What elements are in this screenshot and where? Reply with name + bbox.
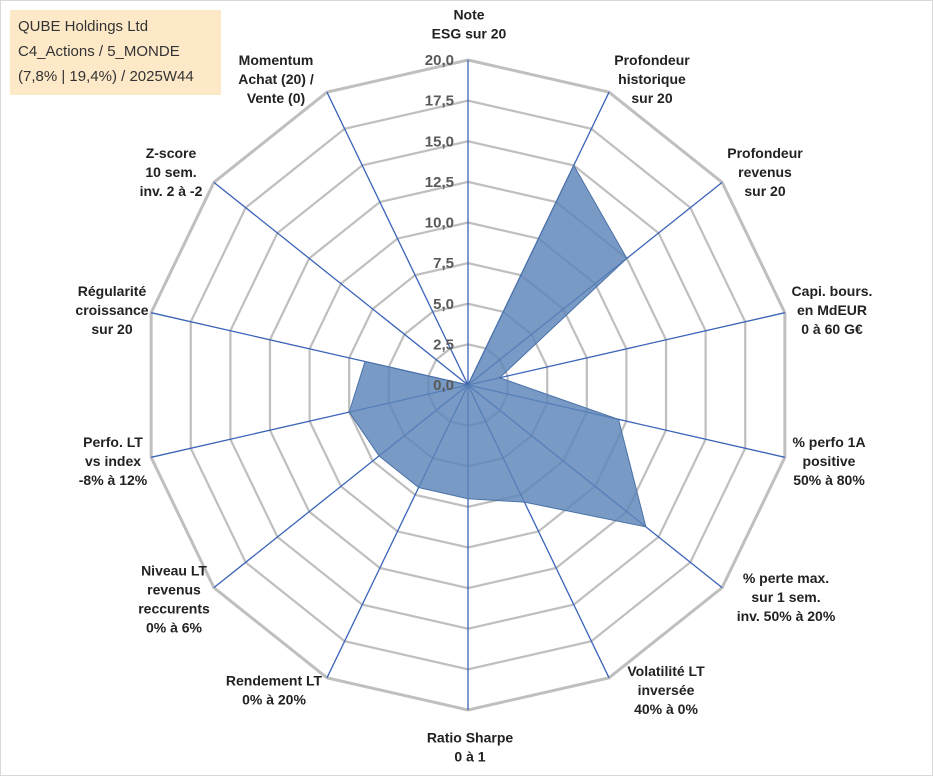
- axis-label-line: 10 sem.: [145, 164, 196, 180]
- axis-label-line: vs index: [85, 453, 141, 469]
- tick-label: 5,0: [433, 296, 454, 313]
- axis-label-line: 0 à 60 G€: [801, 321, 863, 337]
- axis-label-line: sur 20: [631, 90, 672, 106]
- axis-label-line: sur 20: [91, 321, 132, 337]
- tick-label: 15,0: [425, 133, 454, 150]
- axis-label-line: Note: [453, 7, 484, 23]
- axis-label: Volatilité LT inversée 40% à 0%: [627, 663, 705, 717]
- tick-label: 12,5: [425, 174, 454, 191]
- axis-label-line: 0% à 6%: [146, 620, 203, 636]
- axis-label-line: -8% à 12%: [79, 472, 148, 488]
- category-text: C4_Actions / 5_MONDE: [18, 43, 180, 60]
- axis-label-line: Achat (20) /: [238, 71, 314, 87]
- axis-label-layer: Note ESG sur 20 Profondeur historique sur 20…: [75, 7, 872, 765]
- axis-label-line: Niveau LT: [141, 563, 207, 579]
- axis-label: % perfo 1A positive 50% à 80%: [792, 434, 865, 488]
- axis-label: Z-score 10 sem. inv. 2 à -2: [140, 145, 203, 199]
- axis-label: Profondeur historique sur 20: [614, 52, 690, 106]
- axis-label-line: revenus: [738, 164, 792, 180]
- tick-label: 20,0: [425, 52, 454, 69]
- axis-label: Capi. bours. en MdEUR 0 à 60 G€: [792, 283, 873, 337]
- axis-label-line: Profondeur: [727, 145, 803, 161]
- axis-label-line: revenus: [147, 582, 201, 598]
- axis-label: Ratio Sharpe 0 à 1: [427, 730, 514, 765]
- axis-label-line: 40% à 0%: [634, 701, 698, 717]
- axis-label-line: Volatilité LT: [627, 663, 705, 679]
- axis-label-line: Z-score: [146, 145, 197, 161]
- tick-label: 17,5: [425, 93, 454, 110]
- axis-label: Rendement LT 0% à 20%: [226, 673, 323, 708]
- axis-label-line: 0% à 20%: [242, 692, 306, 708]
- axis-label-line: historique: [618, 71, 686, 87]
- axis-label-line: Perfo. LT: [83, 434, 143, 450]
- axis-label-line: % perfo 1A: [792, 434, 865, 450]
- axis-label-line: 0 à 1: [454, 749, 485, 765]
- axis-label-line: Ratio Sharpe: [427, 730, 514, 746]
- axis-label: Profondeur revenus sur 20: [727, 145, 803, 199]
- axis-label: Niveau LT revenus reccurents 0% à 6%: [138, 563, 210, 636]
- tick-label: 7,5: [433, 255, 454, 272]
- tick-label: 2,5: [433, 336, 454, 353]
- axis-label-line: Rendement LT: [226, 673, 323, 689]
- axis-label-line: positive: [803, 453, 856, 469]
- axis-label: Note ESG sur 20: [432, 7, 507, 42]
- axis-label-line: Momentum: [239, 52, 314, 68]
- axis-label: Momentum Achat (20) / Vente (0): [238, 52, 314, 106]
- axis-label-line: reccurents: [138, 601, 210, 617]
- axis-label: Perfo. LT vs index -8% à 12%: [79, 434, 148, 488]
- tick-label: 10,0: [425, 215, 454, 232]
- tick-label: 0,0: [433, 377, 454, 394]
- axis-label-line: Régularité: [78, 283, 147, 299]
- series-layer: [348, 164, 647, 528]
- series-area: [348, 164, 647, 528]
- axis-label-line: Capi. bours.: [792, 283, 873, 299]
- info-box: QUBE Holdings Ltd C4_Actions / 5_MONDE (…: [10, 10, 221, 95]
- axis-label-line: sur 1 sem.: [751, 589, 820, 605]
- axis-label-line: % perte max.: [743, 570, 829, 586]
- performance-period-text: (7,8% | 19,4%) / 2025W44: [18, 68, 194, 85]
- axis-label-line: croissance: [75, 302, 148, 318]
- tick-label-layer: 0,0 2,5 5,0 7,5 10,0 12,5 15,0 17,5 20,0: [425, 52, 454, 394]
- axis-label: % perte max. sur 1 sem. inv. 50% à 20%: [737, 570, 836, 624]
- axis-label-line: en MdEUR: [797, 302, 867, 318]
- axis-label-line: inv. 2 à -2: [140, 183, 203, 199]
- axis-label-line: inv. 50% à 20%: [737, 608, 836, 624]
- spoke-line: [326, 91, 469, 386]
- spoke-line: [213, 181, 469, 386]
- axis-label-line: Vente (0): [247, 90, 305, 106]
- axis-label-line: 50% à 80%: [793, 472, 865, 488]
- axis-label-line: sur 20: [744, 183, 785, 199]
- axis-label-line: Profondeur: [614, 52, 690, 68]
- spoke-line: [467, 312, 785, 386]
- company-name: QUBE Holdings Ltd: [18, 18, 149, 35]
- axis-label-line: ESG sur 20: [432, 26, 507, 42]
- axis-label-line: inversée: [638, 682, 695, 698]
- axis-label: Régularité croissance sur 20: [75, 283, 148, 337]
